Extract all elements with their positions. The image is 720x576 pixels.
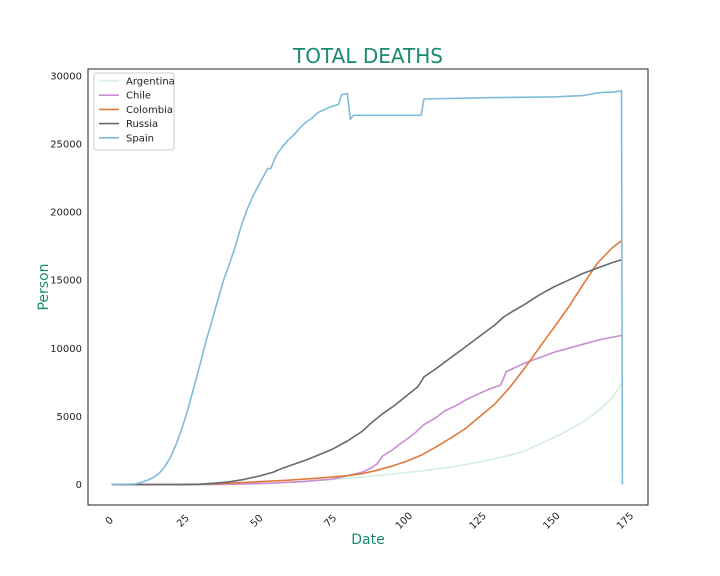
- y-tick-labels: 0 5000 10000 15000 20000 25000 30000: [50, 71, 82, 491]
- y-tick-label: 5000: [57, 412, 82, 423]
- series-lines: [111, 90, 624, 486]
- x-tick-label: 100: [394, 511, 415, 532]
- y-tick-label: 0: [76, 480, 82, 491]
- y-tick-label: 15000: [50, 276, 82, 287]
- series-line-spain: [111, 90, 624, 486]
- x-tick-label: 75: [322, 513, 339, 530]
- legend-label-colombia: Colombia: [126, 105, 173, 116]
- legend-label-chile: Chile: [126, 91, 151, 102]
- x-tick-label: 50: [249, 513, 266, 530]
- x-tick-labels: 0 25 50 75 100 125 150 175: [104, 511, 637, 532]
- x-tick-label: 150: [541, 511, 562, 532]
- legend-label-argentina: Argentina: [126, 77, 175, 88]
- legend-label-spain: Spain: [126, 133, 154, 144]
- y-tick-label: 20000: [50, 208, 82, 219]
- series-line-russia: [111, 259, 622, 486]
- x-tick-label: 175: [615, 511, 636, 532]
- y-tick-label: 10000: [50, 344, 82, 355]
- y-tick-label: 30000: [50, 71, 82, 82]
- legend-label-russia: Russia: [126, 119, 158, 130]
- chart-title: TOTAL DEATHS: [292, 44, 443, 68]
- y-axis-label: Person: [36, 263, 52, 310]
- x-axis-label: Date: [351, 532, 384, 548]
- x-tick-label: 0: [104, 515, 116, 527]
- series-line-chile: [111, 334, 622, 486]
- x-tick-label: 125: [468, 511, 489, 532]
- legend-box: [93, 72, 175, 151]
- plot-frame: [87, 68, 649, 506]
- y-tick-label: 25000: [50, 139, 82, 150]
- legend: Argentina Chile Colombia Russia Spain: [93, 72, 175, 151]
- series-line-colombia: [111, 240, 622, 486]
- x-tick-label: 25: [175, 513, 192, 530]
